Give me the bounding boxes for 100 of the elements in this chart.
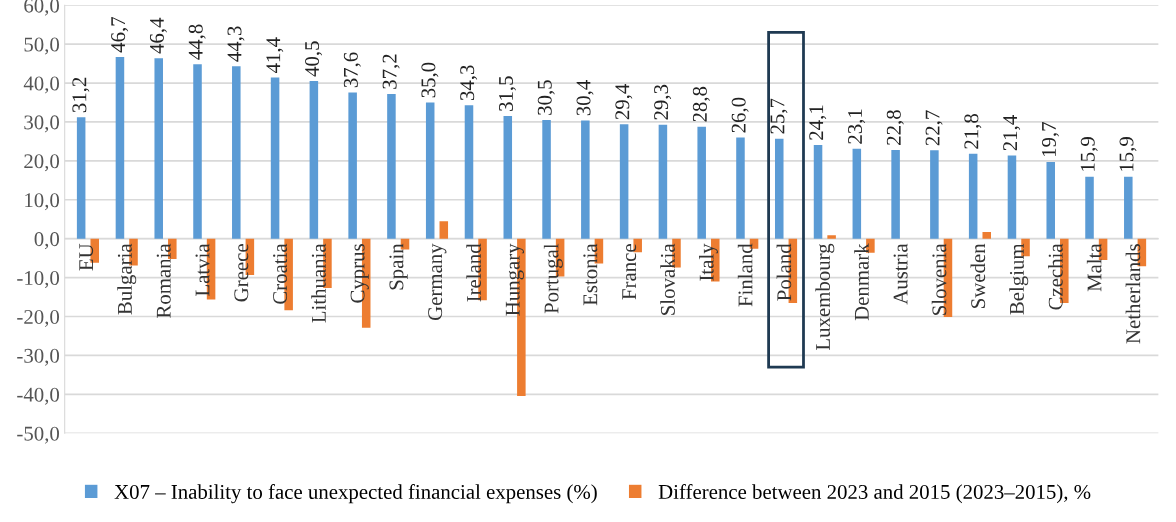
x-tick-label: Romania (156, 243, 171, 318)
y-tick-label: 50,0 (24, 37, 60, 55)
data-label: 25,7 (770, 98, 788, 134)
data-label: 46,4 (149, 17, 167, 54)
data-label: 22,8 (886, 110, 904, 145)
bar (827, 235, 836, 239)
data-label: 22,7 (925, 110, 943, 146)
bar (581, 120, 590, 239)
x-tick-label: Luxembourg (815, 243, 835, 351)
data-label: 15,9 (1119, 137, 1137, 171)
x-tick-label: Ireland (466, 243, 481, 302)
x-tick-label: Portugal (543, 243, 563, 314)
x-tick-label: Germany (428, 243, 447, 321)
y-tick-label: 0,0 (34, 232, 60, 250)
bar (968, 153, 978, 239)
data-label: 31,5 (498, 76, 516, 111)
x-tick-label: Slovenia (931, 243, 947, 315)
bar (503, 116, 513, 239)
data-label: 46,7 (111, 16, 129, 53)
x-tick-label: Malta (1086, 243, 1102, 292)
data-label: 44,3 (227, 26, 245, 62)
bar (76, 117, 86, 239)
bar (348, 92, 357, 239)
bar (1124, 176, 1133, 239)
data-label: 19,7 (1041, 122, 1059, 157)
data-label: 34,3 (460, 65, 478, 101)
y-tick-label: 30,0 (24, 115, 60, 133)
x-tick-label: Cyprus (350, 244, 369, 303)
x-tick-label: Latvia (195, 243, 210, 296)
x-tick-label: Finland (737, 243, 753, 307)
data-label: 31,2 (72, 77, 90, 113)
x-tick-label: Greece (234, 244, 249, 302)
y-tick-label: -10,0 (17, 270, 60, 289)
x-tick-label: Spain (389, 243, 408, 290)
bar (852, 148, 862, 239)
bar (309, 81, 319, 239)
x-tick-label: Hungary (505, 243, 525, 316)
data-label: 29,3 (654, 84, 672, 120)
x-tick-label: Netherlands (1125, 244, 1141, 344)
bar (464, 105, 474, 239)
bar (425, 102, 435, 239)
bar (1046, 162, 1055, 239)
x-tick-label: Poland (776, 243, 792, 301)
x-tick-label: Sweden (970, 243, 986, 308)
y-tick-label: 10,0 (25, 193, 60, 211)
bar (1007, 155, 1017, 239)
x-tick-label: Bulgaria (117, 243, 137, 315)
bar (891, 149, 900, 239)
bar (658, 124, 668, 239)
data-label: 29,4 (615, 83, 633, 120)
x-tick-label: Croatia (273, 243, 288, 304)
data-label: 15,9 (1080, 137, 1098, 171)
x-tick-label: Italy (699, 243, 718, 281)
x-tick-label: France (622, 244, 637, 300)
bar (1085, 176, 1094, 239)
x-tick-label: Austria (893, 243, 908, 305)
legend-label: Difference between 2023 and 2015 (2023–2015), % (658, 484, 1091, 504)
data-label: 30,4 (576, 80, 594, 116)
data-label: 44,8 (188, 24, 206, 60)
data-label: 24,1 (809, 105, 827, 140)
bar (270, 77, 280, 239)
data-label: 26,0 (731, 97, 749, 133)
x-tick-label: Belgium (1009, 243, 1029, 315)
data-label: 21,4 (1003, 115, 1021, 151)
data-label: 35,0 (421, 62, 439, 98)
bar (542, 120, 551, 239)
bar (154, 58, 163, 239)
bar (774, 138, 784, 239)
bar (982, 232, 992, 239)
data-label: 23,1 (848, 109, 866, 144)
data-label: 21,8 (964, 114, 982, 149)
y-tick-label: 40,0 (23, 76, 60, 94)
data-label: 37,2 (382, 54, 400, 89)
y-tick-label: -40,0 (17, 387, 60, 405)
x-tick-label: Estonia (583, 243, 598, 306)
legend-label: X07 – Inability to face unexpected financial expenses (%) (114, 484, 597, 504)
bar (232, 66, 241, 239)
x-tick-label: Denmark (854, 243, 869, 321)
y-tick-label: 20,0 (24, 154, 60, 172)
data-label: 30,5 (537, 80, 555, 115)
x-tick-label: Czechia (1048, 243, 1063, 310)
x-tick-label: Slovakia (660, 243, 675, 315)
bar (930, 150, 939, 239)
bar (387, 93, 396, 239)
y-tick-label: -20,0 (17, 309, 60, 327)
data-label: 40,5 (305, 41, 323, 77)
y-tick-label: -50,0 (17, 426, 60, 444)
bar (619, 124, 629, 239)
data-label: 28,8 (692, 86, 710, 122)
bar (193, 64, 202, 239)
bar (115, 56, 125, 239)
bar (697, 126, 706, 239)
y-tick-label: -30,0 (17, 348, 60, 366)
data-label: 41,4 (266, 37, 284, 74)
x-tick-label: EU (79, 243, 94, 271)
bar (736, 137, 745, 239)
bar (439, 221, 449, 239)
bar (813, 144, 823, 239)
x-tick-label: Lithuania (311, 243, 326, 323)
data-label: 37,6 (343, 52, 361, 88)
